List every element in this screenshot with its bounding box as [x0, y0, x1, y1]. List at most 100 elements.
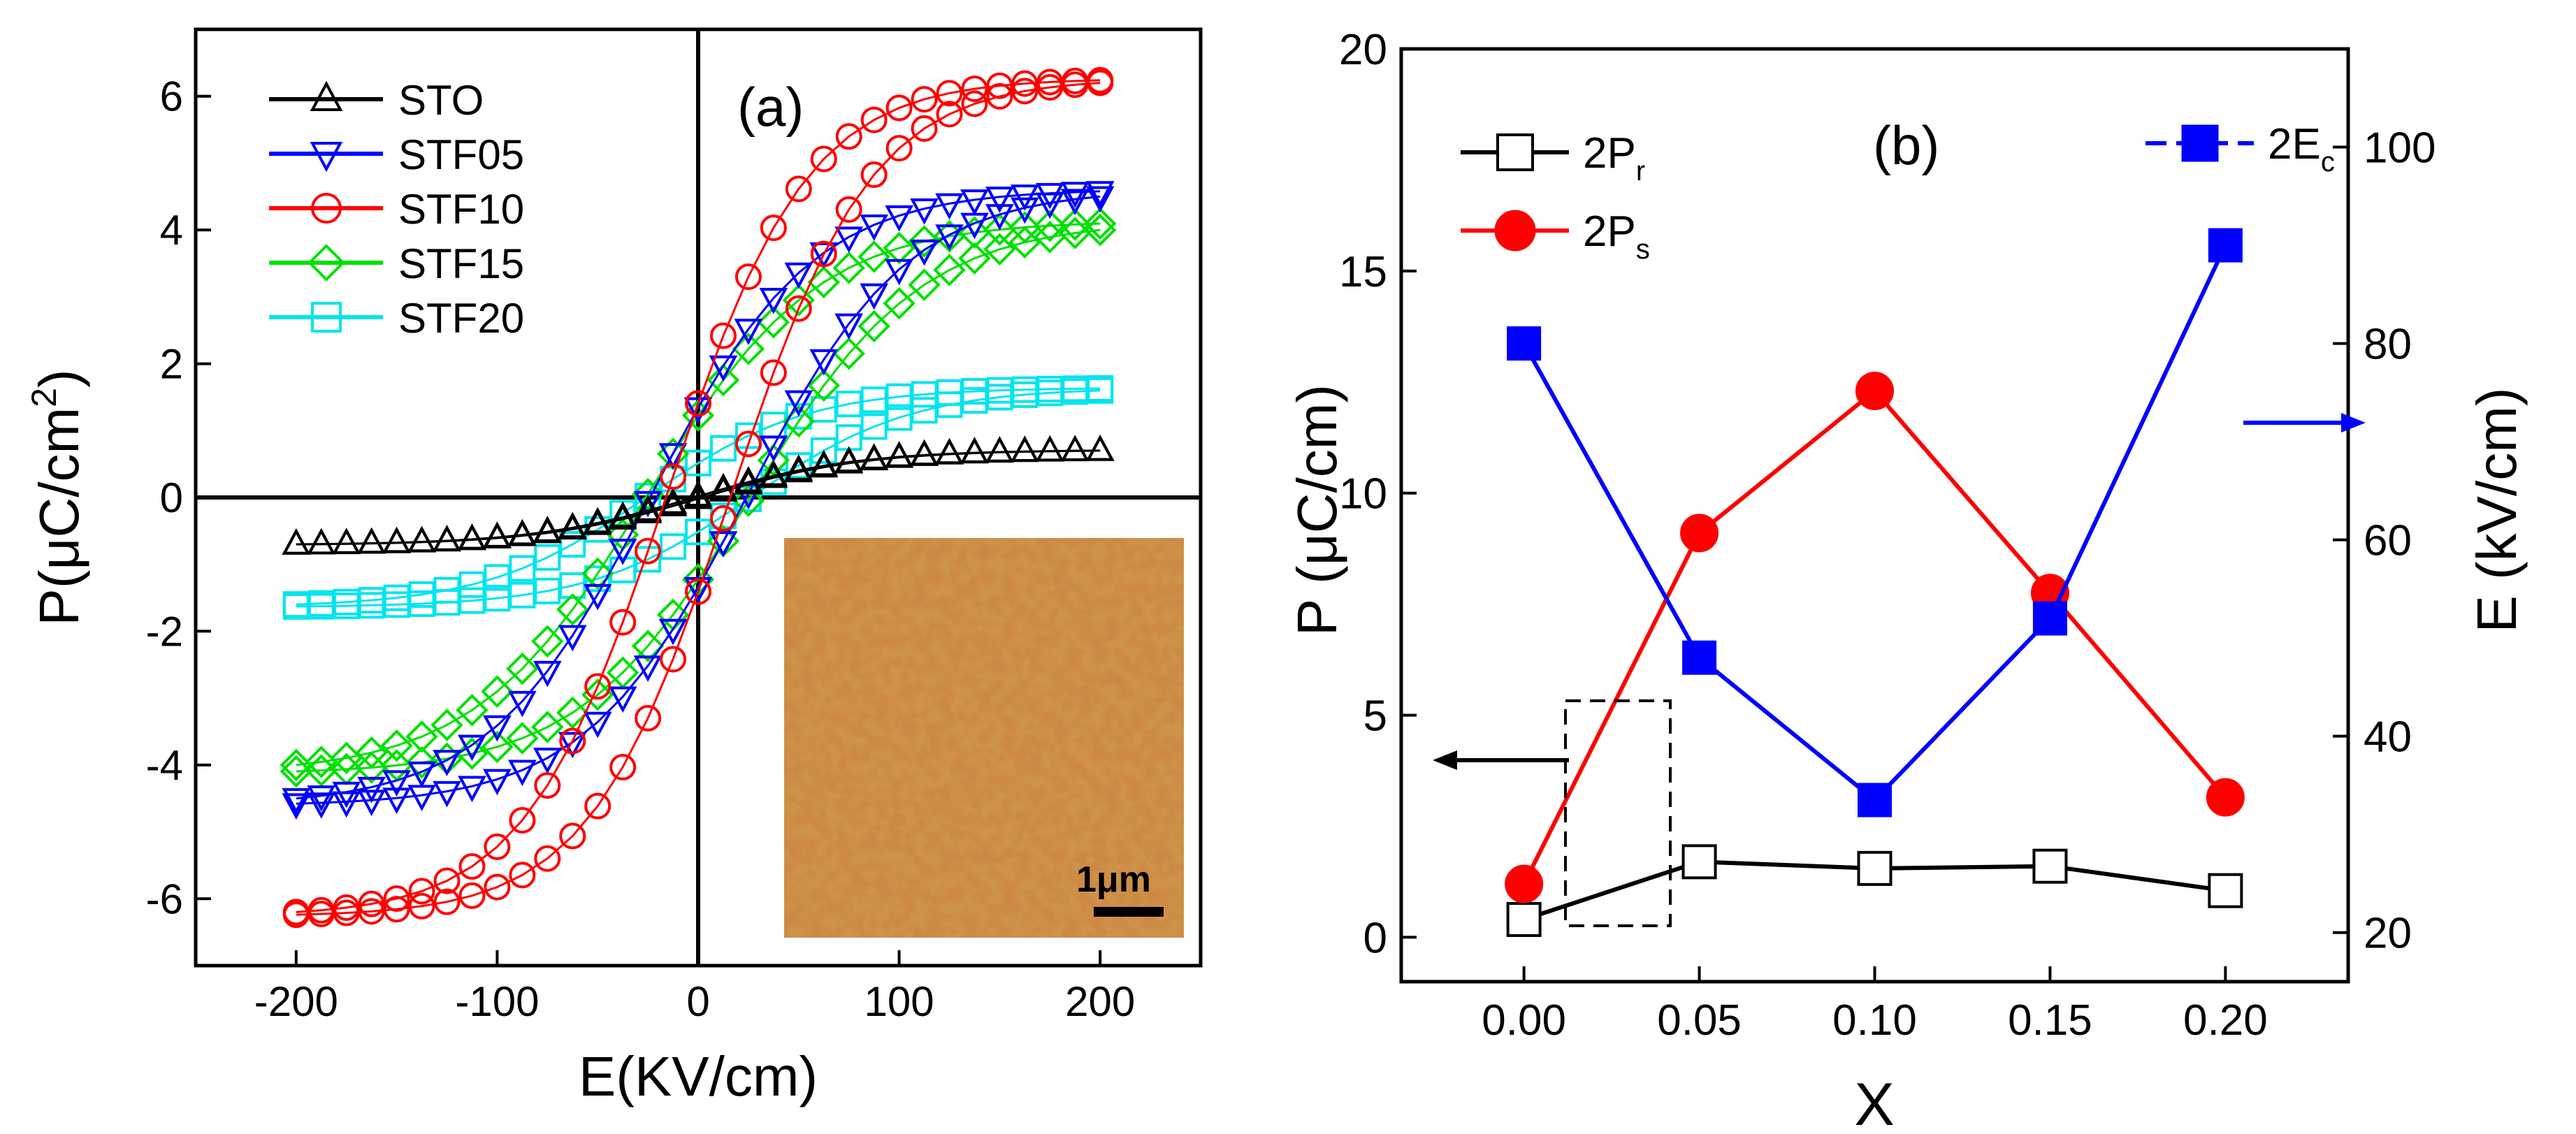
right-axis-arrow — [2243, 413, 2366, 432]
data-point-stf05 — [483, 715, 512, 742]
data-point-stf05 — [433, 780, 461, 808]
data-point-sto — [382, 526, 411, 553]
data-point-stf15 — [581, 678, 614, 711]
panel-b-y2-tick-label: 80 — [2364, 321, 2412, 369]
data-point-stf15 — [481, 730, 514, 764]
data-point-sto — [759, 460, 788, 486]
data-point-stf10 — [307, 896, 335, 924]
data-point-sto — [910, 439, 939, 466]
data-point-stf05 — [885, 259, 913, 286]
data-point-sto — [985, 436, 1014, 463]
data-point-stf20 — [559, 531, 586, 558]
data-point-stf05 — [910, 239, 939, 266]
legend-marker-2ps — [1494, 210, 1536, 252]
data-point-sto — [1010, 435, 1039, 463]
data-point-stf15 — [732, 484, 765, 517]
legend-marker-2ec — [2181, 124, 2219, 162]
data-point-stf15 — [531, 711, 564, 743]
panel-b-y-ticks: 0 5 10 15 20 — [1339, 26, 1417, 962]
data-point-sto — [683, 480, 713, 507]
data-point-stf10 — [635, 537, 662, 565]
data-point-stf05 — [860, 283, 889, 310]
series-line-2ec — [1522, 244, 2228, 804]
data-point-stf05 — [633, 655, 663, 682]
data-point-sto — [307, 528, 336, 555]
panel-b-y-tick-label: 15 — [1339, 248, 1387, 296]
data-point-2ps — [2206, 778, 2245, 817]
data-point-stf05 — [483, 769, 512, 796]
data-point-sto — [709, 472, 738, 500]
data-point-stf05 — [282, 787, 311, 815]
data-point-stf15 — [631, 630, 665, 662]
data-point-sto — [658, 487, 688, 514]
panel-a-y-ticks: -6 -4 -2 0 2 4 6 — [146, 73, 211, 922]
panel-b-y2-tick-label: 100 — [2364, 124, 2436, 173]
data-point-stf15 — [883, 287, 916, 320]
data-point-stf10 — [1087, 66, 1114, 94]
data-point-stf15 — [908, 268, 941, 301]
panel-b-series — [1505, 228, 2245, 937]
panel-a-label: (a) — [737, 76, 804, 138]
data-point-stf05 — [507, 759, 537, 787]
data-point-stf05 — [1060, 189, 1090, 216]
data-point-stf05 — [1035, 182, 1064, 210]
hysteresis-loop-stf15 — [280, 207, 1117, 788]
data-point-stf10 — [433, 888, 461, 915]
data-point-stf10 — [484, 873, 511, 901]
data-point-sto — [1010, 435, 1039, 462]
data-point-sto — [382, 527, 411, 553]
legend-label-sub: s — [1636, 234, 1650, 265]
panel-b-y2-axis-label: E (kV/cm) — [2466, 387, 2528, 632]
data-point-stf10 — [584, 792, 612, 820]
panel-a-legend: STO STF05 STF10 STF15 STF20 — [269, 77, 524, 342]
data-point-sto — [935, 438, 964, 465]
data-point-stf05 — [382, 787, 411, 815]
panel-b-y-tick-label: 0 — [1363, 914, 1387, 962]
data-point-stf05 — [458, 734, 486, 762]
afm-scale-bar — [1094, 907, 1164, 917]
data-point-2pr — [1506, 902, 1542, 937]
panel-a-x-tick-label: -100 — [455, 978, 539, 1025]
data-point-stf15 — [405, 746, 438, 779]
panel-a-x-tick-label: 100 — [864, 978, 934, 1025]
data-point-stf15 — [782, 284, 816, 317]
data-point-stf10 — [760, 215, 787, 242]
data-point-sto — [784, 454, 813, 481]
panel-b-x-ticks: 0.00 0.05 0.10 0.15 0.20 — [1482, 966, 2268, 1045]
data-point-stf05 — [910, 198, 939, 225]
legend-label: STF15 — [398, 240, 524, 287]
data-point-stf10 — [885, 135, 913, 162]
panel-b-y2-tick-label: 60 — [2364, 517, 2412, 565]
data-point-stf10 — [458, 882, 486, 909]
data-point-stf15 — [581, 557, 614, 590]
data-point-stf05 — [1085, 186, 1115, 213]
data-point-stf10 — [609, 609, 637, 636]
data-point-stf05 — [307, 785, 336, 812]
data-point-stf10 — [1011, 78, 1039, 105]
data-point-sto — [1035, 435, 1064, 462]
data-point-stf15 — [556, 696, 589, 729]
legend-marker-stf10 — [311, 193, 342, 224]
data-point-stf05 — [784, 262, 813, 289]
panel-b-label: (b) — [1873, 115, 1939, 176]
data-point-stf10 — [860, 106, 888, 133]
data-point-stf15 — [832, 337, 865, 370]
legend-entry-stf15: STF15 — [269, 240, 524, 287]
panel-b-y-tick-label: 10 — [1339, 470, 1387, 518]
data-point-2ps — [1855, 372, 1894, 410]
legend-label-main: 2P — [1583, 129, 1636, 177]
hysteresis-loop-stf20 — [282, 375, 1114, 620]
legend-label-sub: c — [2321, 147, 2335, 177]
dashed-highlight-box — [1564, 699, 1672, 927]
data-point-stf10 — [936, 101, 963, 128]
data-point-stf15 — [631, 478, 665, 511]
data-point-stf10 — [936, 80, 963, 107]
data-point-stf05 — [1060, 182, 1090, 208]
data-point-stf15 — [832, 252, 865, 284]
data-point-stf10 — [408, 892, 435, 919]
data-point-stf15 — [1083, 213, 1117, 247]
hysteresis-loop-stf10 — [282, 66, 1114, 929]
data-point-stf05 — [558, 732, 587, 759]
panel-a-x-tick-label: -200 — [254, 978, 338, 1025]
data-point-stf10 — [282, 899, 310, 926]
